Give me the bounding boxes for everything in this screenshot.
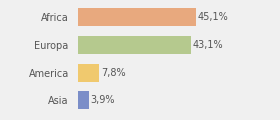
Text: 43,1%: 43,1% — [193, 40, 223, 50]
Text: 45,1%: 45,1% — [198, 12, 229, 22]
Text: 7,8%: 7,8% — [101, 68, 125, 78]
Bar — [78, 91, 88, 109]
Bar — [78, 64, 99, 82]
Bar — [78, 36, 191, 54]
Text: 3,9%: 3,9% — [91, 95, 115, 105]
Bar — [78, 8, 196, 26]
